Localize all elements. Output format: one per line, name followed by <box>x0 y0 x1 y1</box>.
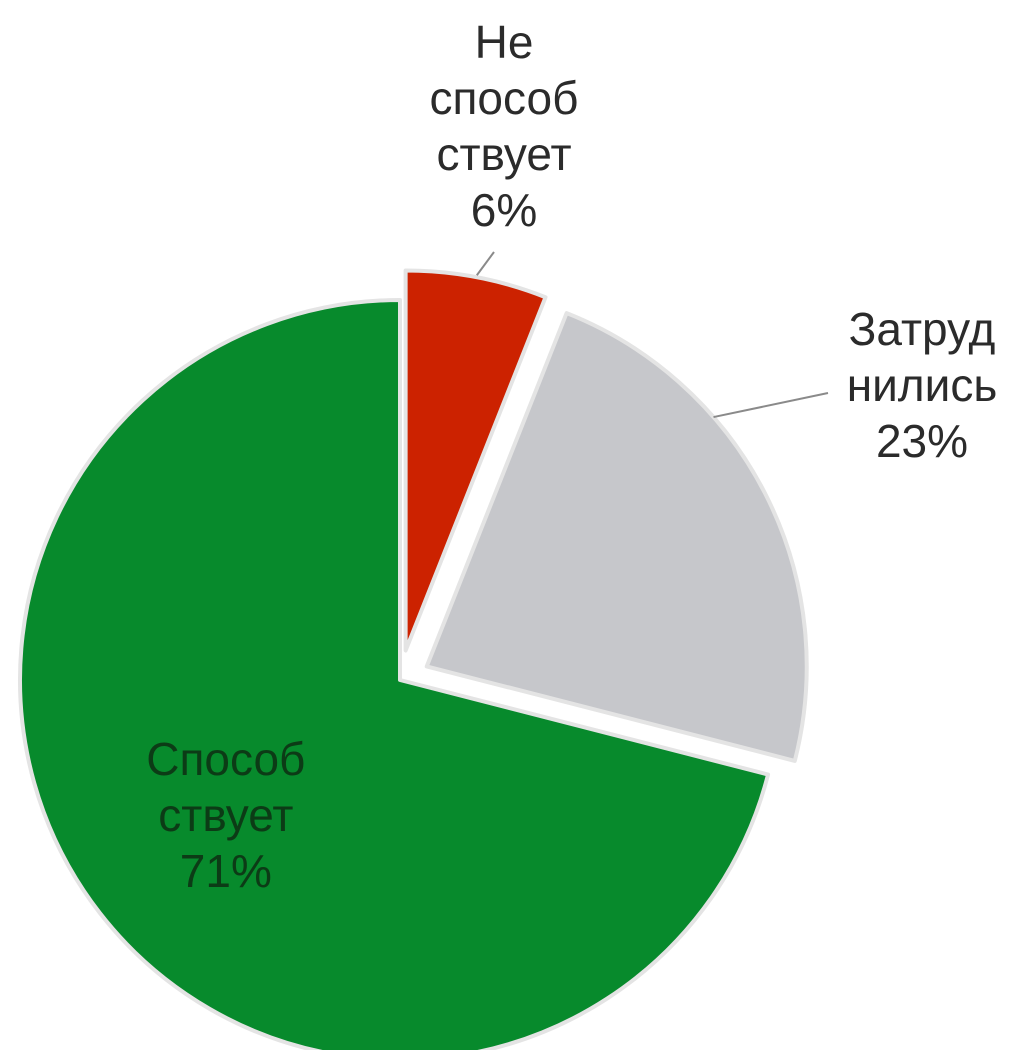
leader-line-1 <box>476 251 495 276</box>
slice-label-3-line-1: Способ <box>146 733 305 785</box>
slice-label-2: Затруд нились 23% <box>847 303 998 467</box>
slice-label-3-line-2: ствует <box>158 789 293 841</box>
slice-label-1-line-4: 6% <box>471 184 537 236</box>
slice-label-1-line-2: способ <box>430 72 579 124</box>
slice-labels: Не способ ствует 6%Затруд нились 23%Способ ств… <box>146 16 997 897</box>
pie-slice-1 <box>403 268 548 653</box>
slice-label-2-line-2: нились <box>847 359 998 411</box>
slice-label-1-line-3: ствует <box>436 128 571 180</box>
slice-label-2-line-3: 23% <box>876 415 968 467</box>
pie-slice-3 <box>18 298 771 1050</box>
pie-slices <box>18 268 809 1050</box>
slice-label-1-line-1: Не <box>475 16 534 68</box>
leader-line-2 <box>713 392 829 419</box>
slice-label-1: Не способ ствует 6% <box>430 16 579 236</box>
slice-label-3: Способ ствует 71% <box>146 733 305 897</box>
leader-lines <box>476 251 829 419</box>
slice-label-3-line-3: 71% <box>180 845 272 897</box>
slice-label-2-line-1: Затруд <box>849 303 996 355</box>
pie-slice-2 <box>424 311 809 763</box>
